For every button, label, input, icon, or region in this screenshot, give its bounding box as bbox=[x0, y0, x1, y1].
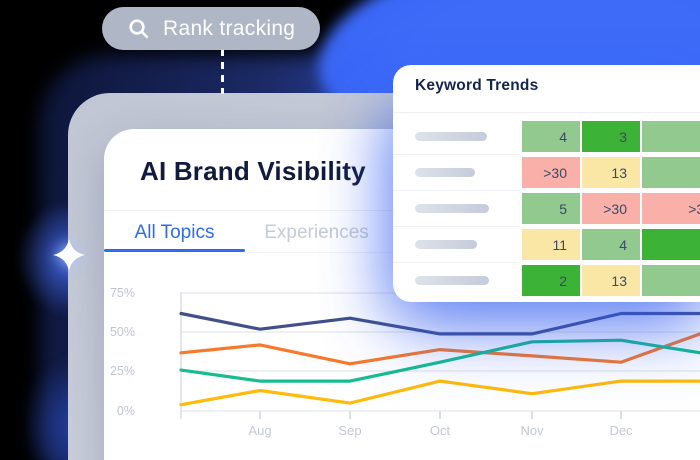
rank-cell: 4 bbox=[522, 121, 580, 152]
rank-cell: 11 bbox=[522, 229, 580, 260]
x-axis-label: Nov bbox=[520, 423, 544, 438]
rank-tracking-label: Rank tracking bbox=[163, 16, 296, 40]
keyword-row: 2135 bbox=[393, 265, 700, 296]
series-line-navy bbox=[179, 311, 700, 336]
tab-experiences[interactable]: Experiences bbox=[264, 222, 369, 243]
search-icon bbox=[127, 17, 150, 40]
keyword-placeholder-zone bbox=[393, 193, 520, 224]
rank-cell: 3 bbox=[642, 229, 700, 260]
keyword-row: 1143 bbox=[393, 229, 700, 263]
topic-tabs: All Topics Experiences bbox=[104, 215, 700, 254]
rank-cell: 13 bbox=[582, 265, 640, 296]
y-axis-label: 50% bbox=[109, 325, 135, 339]
keyword-trends-table: 438>301355>30>3011432135 bbox=[393, 116, 700, 296]
rank-cell: 2 bbox=[522, 265, 580, 296]
rank-cell: >30 bbox=[582, 193, 640, 224]
keyword-placeholder-zone bbox=[393, 157, 520, 188]
rank-cell: >30 bbox=[642, 193, 700, 224]
y-axis-label: 75% bbox=[109, 286, 135, 300]
skeleton-bar bbox=[415, 240, 477, 249]
x-axis-label: Dec bbox=[609, 423, 633, 438]
y-axis-label: 25% bbox=[109, 364, 135, 378]
y-axis-label: 0% bbox=[116, 404, 135, 418]
series-line-green bbox=[179, 338, 700, 383]
connector-line bbox=[221, 49, 224, 94]
skeleton-bar bbox=[415, 168, 475, 177]
series-line-orange bbox=[179, 332, 700, 366]
rank-cell: 5 bbox=[642, 265, 700, 296]
keyword-placeholder-zone bbox=[393, 265, 520, 296]
rank-cell: 13 bbox=[582, 157, 640, 188]
tab-all-topics[interactable]: All Topics bbox=[134, 222, 215, 243]
skeleton-bar bbox=[415, 276, 489, 285]
sparkle-icon bbox=[51, 237, 87, 273]
keyword-placeholder-zone bbox=[393, 229, 520, 260]
keyword-placeholder-zone bbox=[393, 121, 520, 152]
rank-cell: 3 bbox=[582, 121, 640, 152]
rank-cell: 8 bbox=[642, 121, 700, 152]
rank-cell: >30 bbox=[522, 157, 580, 188]
keyword-trends-title: Keyword Trends bbox=[415, 77, 539, 94]
series-line-yellow bbox=[179, 379, 700, 407]
rank-cell: 5 bbox=[642, 157, 700, 188]
skeleton-bar bbox=[415, 132, 487, 141]
keyword-row: 438 bbox=[393, 121, 700, 155]
x-axis-label: Sep bbox=[338, 423, 362, 438]
brand-visibility-title: AI Brand Visibility bbox=[140, 156, 366, 186]
keyword-row: 5>30>30 bbox=[393, 193, 700, 227]
rank-cell: 5 bbox=[522, 193, 580, 224]
rank-tracking-badge[interactable]: Rank tracking bbox=[102, 7, 321, 50]
active-tab-underline bbox=[104, 249, 245, 252]
rank-cell: 4 bbox=[582, 229, 640, 260]
visibility-chart bbox=[179, 292, 700, 419]
keyword-trends-card: Keyword Trends 438>301355>30>3011432135 bbox=[393, 65, 700, 302]
keyword-trends-divider bbox=[393, 112, 700, 113]
skeleton-bar bbox=[415, 204, 489, 213]
x-axis-label: Oct bbox=[429, 423, 451, 438]
x-axis-label: Aug bbox=[248, 423, 272, 438]
